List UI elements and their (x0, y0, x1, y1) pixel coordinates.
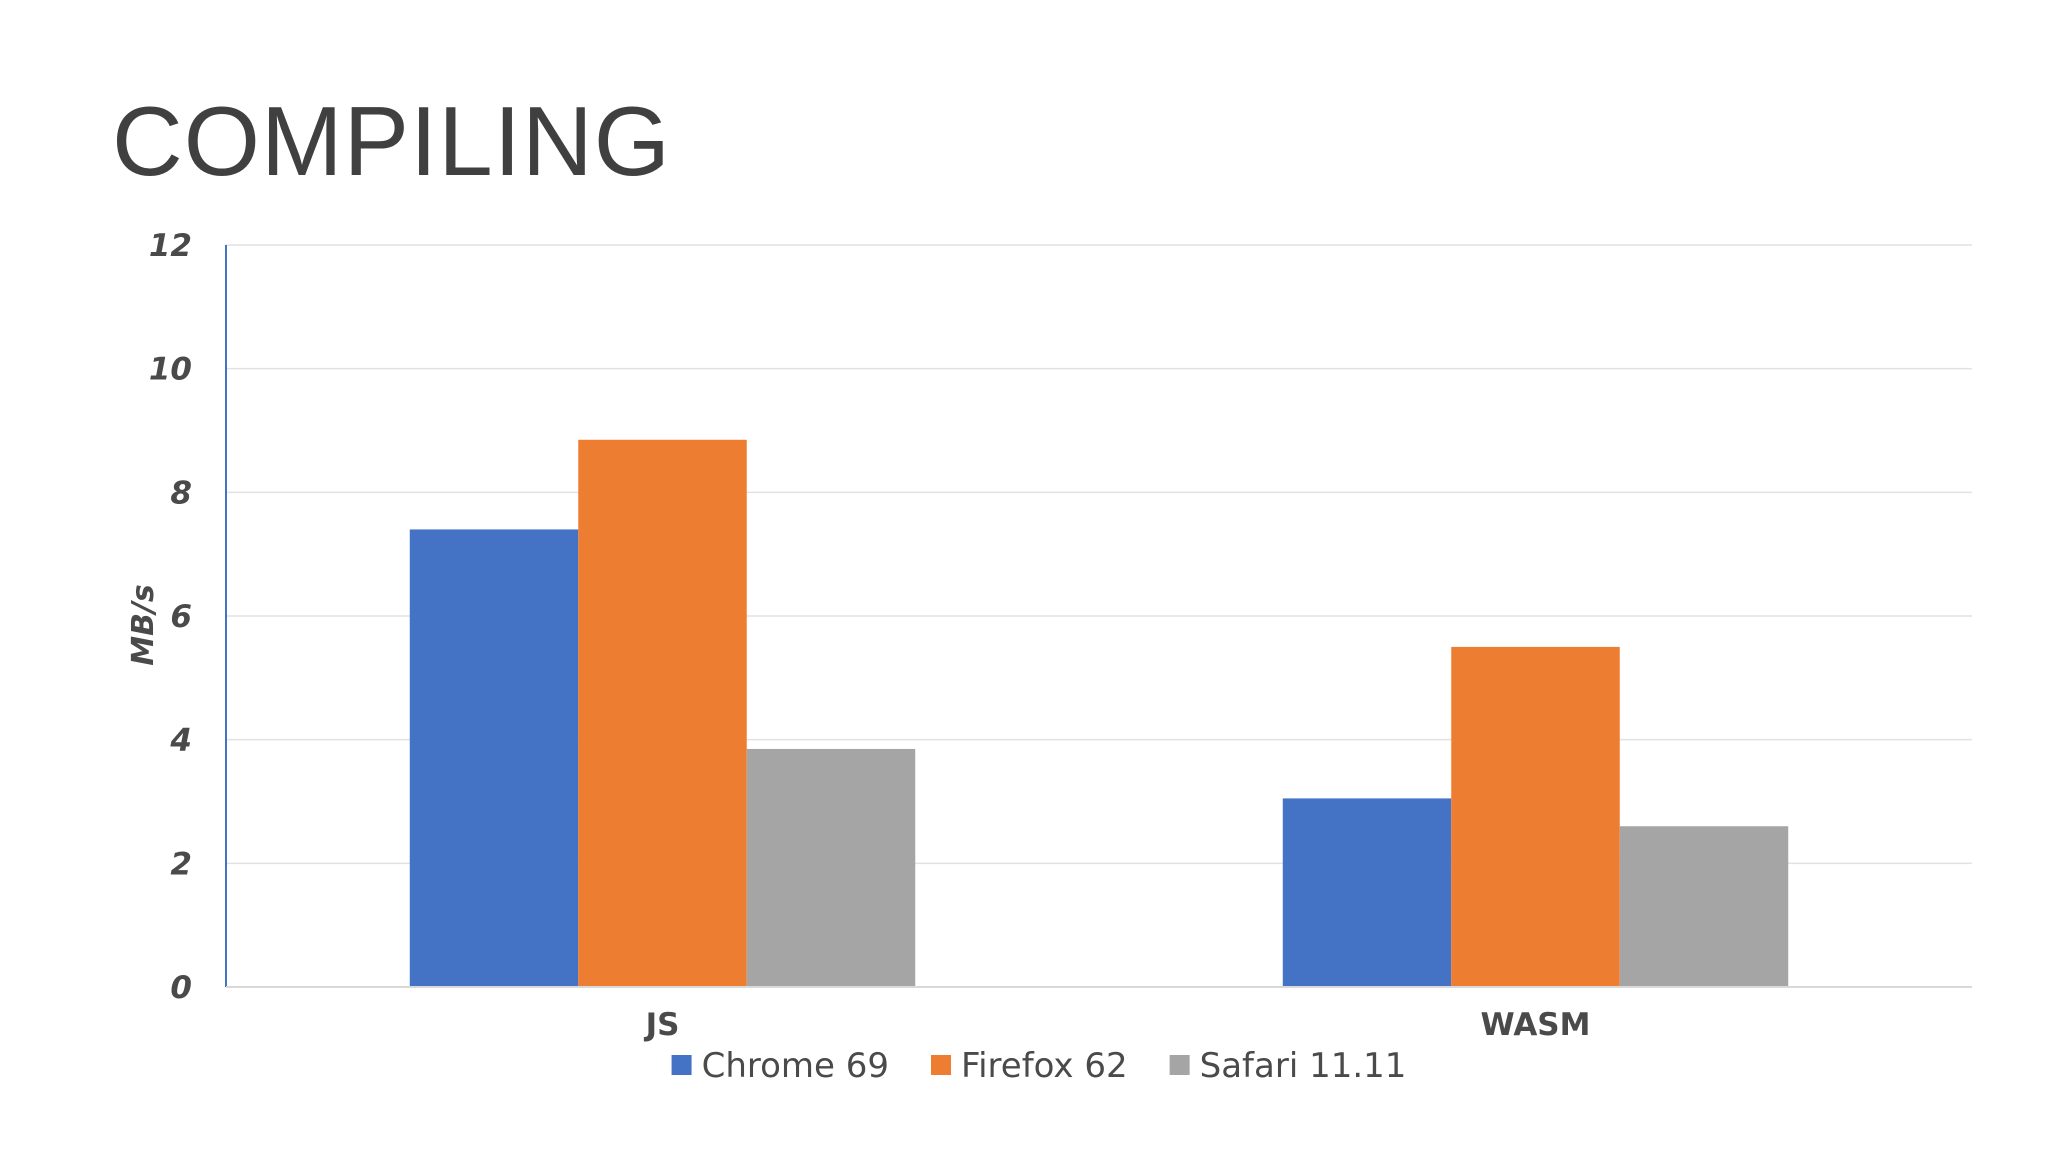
legend-item: Firefox 62 (931, 1046, 1128, 1086)
bar-wasm-1 (1451, 646, 1620, 987)
y-tick-label: 8 (170, 475, 192, 511)
y-tick-label: 2 (170, 846, 192, 882)
legend-swatch (931, 1055, 952, 1075)
y-tick-label: 12 (149, 228, 192, 264)
bar-wasm-0 (1282, 798, 1452, 987)
legend-swatch (1169, 1055, 1190, 1075)
bar-js-0 (409, 529, 579, 987)
x-category-label: WASM (1481, 1007, 1591, 1043)
legend-swatch (671, 1055, 692, 1075)
y-tick-label: 6 (170, 599, 192, 635)
legend-item: Chrome 69 (671, 1046, 889, 1086)
y-axis-title: MB/s (126, 584, 161, 666)
slide-title: COMPILING (112, 86, 671, 196)
y-tick-label: 10 (149, 352, 192, 388)
legend-label: Firefox 62 (961, 1046, 1128, 1086)
x-category-label: JS (644, 1007, 680, 1043)
bar-js-1 (578, 439, 747, 987)
legend-item: Safari 11.11 (1169, 1046, 1407, 1086)
legend-label: Chrome 69 (702, 1046, 889, 1086)
legend-label: Safari 11.11 (1200, 1046, 1407, 1086)
y-tick-label: 4 (169, 723, 192, 759)
bar-js-2 (746, 748, 916, 987)
y-tick-label: 0 (170, 970, 192, 1006)
bar-wasm-2 (1619, 826, 1789, 987)
